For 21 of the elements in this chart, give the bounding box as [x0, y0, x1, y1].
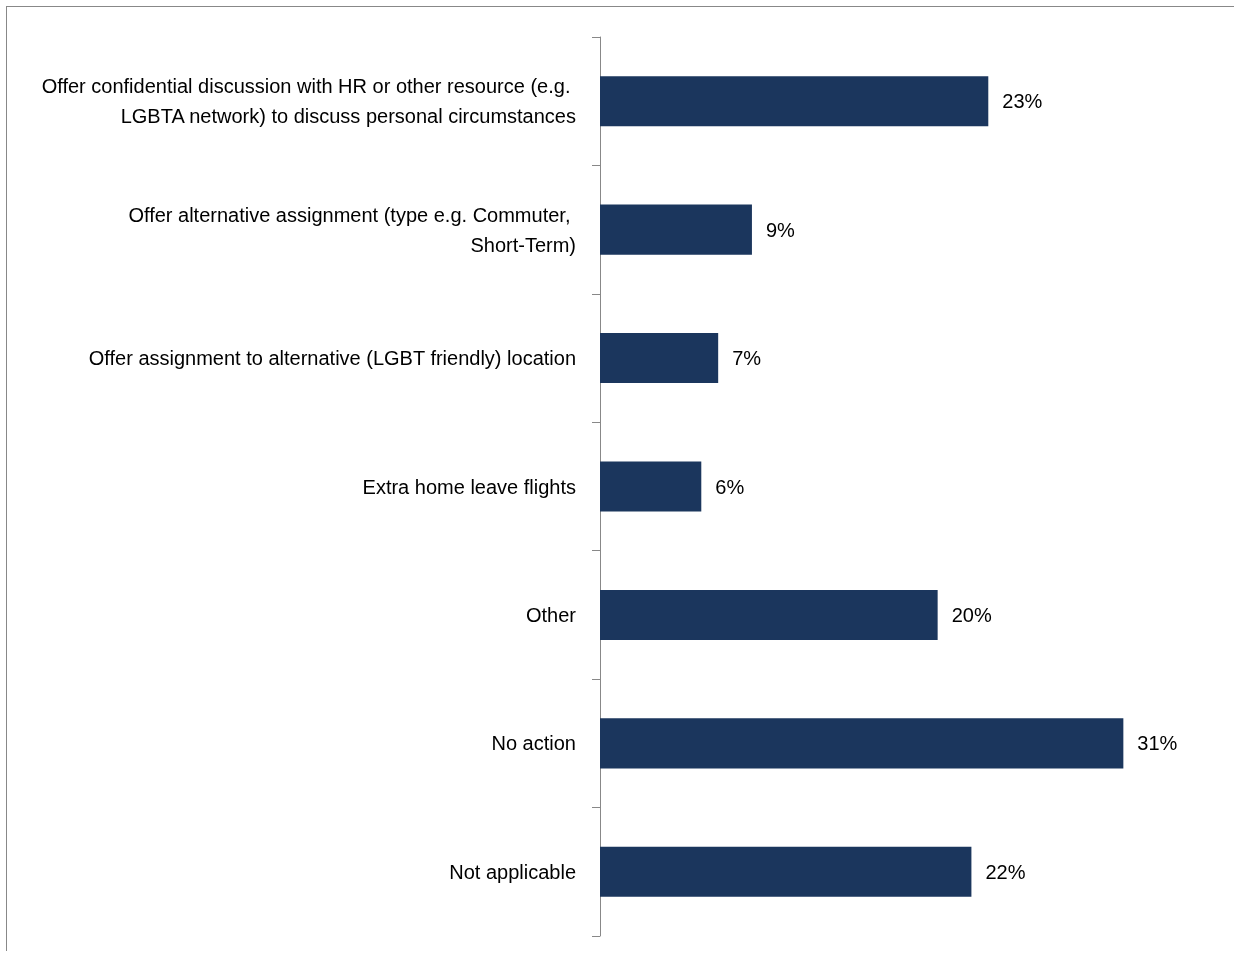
y-tick-label: Offer alternative assignment (type e.g. Commuter, Short-Term): [128, 203, 576, 256]
bar: [600, 204, 752, 255]
data-label: 23%: [1002, 90, 1043, 113]
data-label: 20%: [951, 603, 992, 626]
y-tick-label: No action: [491, 732, 576, 755]
y-tick-label: Other: [525, 603, 577, 626]
bar: [600, 589, 938, 640]
data-label: 9%: [765, 218, 796, 241]
bar: [600, 333, 719, 384]
bar: [600, 76, 989, 127]
bar: [600, 718, 1124, 769]
data-label: 31%: [1137, 732, 1178, 755]
y-tick-label: Offer confidential discussion with HR or other resource (e.g. LGBTA network) to discuss personal circumstances: [41, 75, 576, 128]
bar: [600, 846, 972, 897]
y-tick-label: Offer assignment to alternative (LGBT friendly) location: [88, 347, 576, 370]
data-label: 6%: [715, 475, 745, 498]
bar: [600, 461, 702, 512]
data-label: 22%: [985, 860, 1026, 883]
y-tick-label: Not applicable: [449, 860, 576, 883]
y-tick-label: Extra home leave flights: [362, 475, 576, 498]
data-label: 7%: [732, 347, 762, 370]
